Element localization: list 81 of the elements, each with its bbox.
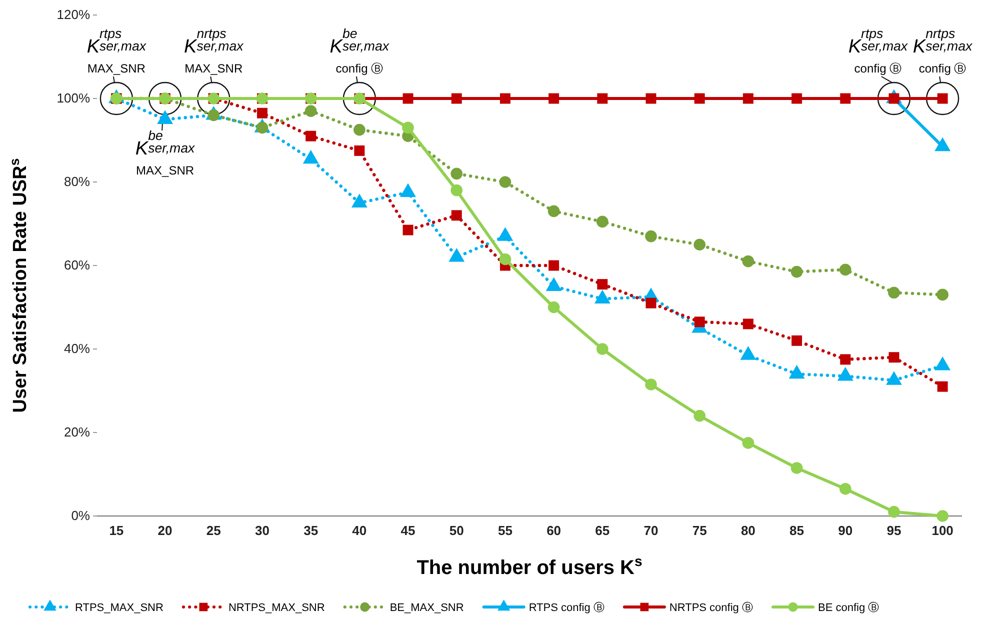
point xyxy=(499,253,512,266)
point xyxy=(645,378,657,390)
legend-label: RTPS_MAX_SNR xyxy=(75,602,164,614)
point xyxy=(646,298,656,308)
point xyxy=(839,482,852,495)
y-tick-label: 120% xyxy=(56,7,90,22)
legend-label: NRTPS config Ⓑ xyxy=(669,601,753,614)
point xyxy=(839,264,852,276)
x-tick-label: 75 xyxy=(692,523,707,538)
point xyxy=(548,260,560,271)
point xyxy=(256,108,268,118)
point xyxy=(451,93,462,104)
point xyxy=(548,205,560,218)
x-axis-title: The number of users K$^{s}$ xyxy=(416,553,643,579)
x-tick-label: 25 xyxy=(206,523,221,538)
point xyxy=(499,176,512,188)
legend-label: RTPS config Ⓑ xyxy=(528,601,604,614)
point xyxy=(888,286,900,299)
legend-label: BE config Ⓑ xyxy=(818,601,880,614)
point xyxy=(792,93,802,104)
point xyxy=(645,230,657,242)
x-tick-label: 90 xyxy=(838,523,853,538)
x-tick-label: 30 xyxy=(254,523,270,538)
point xyxy=(936,288,948,301)
y-tick-label: 40% xyxy=(64,341,90,356)
point xyxy=(548,93,560,104)
point xyxy=(354,145,365,156)
point xyxy=(936,510,948,522)
x-tick-label: 70 xyxy=(644,523,658,538)
point xyxy=(646,93,656,104)
x-tick-label: 50 xyxy=(449,523,464,538)
x-tick-label: 60 xyxy=(546,523,562,538)
point xyxy=(694,238,706,251)
point xyxy=(304,105,317,117)
x-tick-label: 95 xyxy=(886,523,902,538)
x-tick-label: 100 xyxy=(932,523,954,538)
x-tick-label: 45 xyxy=(400,523,416,538)
y-tick-label: 0% xyxy=(71,508,90,524)
x-tick-label: 40 xyxy=(352,523,367,538)
y-tick-label: 20% xyxy=(64,424,90,440)
point xyxy=(694,410,706,422)
legend-label: NRTPS_MAX_SNR xyxy=(228,602,325,614)
point xyxy=(790,266,803,278)
point xyxy=(597,93,608,104)
point xyxy=(790,462,803,474)
point xyxy=(354,124,366,136)
x-tick-label: 35 xyxy=(304,523,318,538)
point xyxy=(500,93,510,104)
y-tick-label: 100% xyxy=(56,90,90,106)
legend-label: BE_MAX_SNR xyxy=(390,602,464,614)
y-tick-label: 60% xyxy=(64,258,90,273)
point xyxy=(548,301,560,314)
point xyxy=(742,93,754,104)
point xyxy=(306,130,316,142)
point xyxy=(451,210,462,221)
point xyxy=(742,255,754,268)
x-tick-label: 15 xyxy=(109,523,124,538)
point xyxy=(450,168,463,180)
point xyxy=(596,343,608,355)
point xyxy=(596,216,608,228)
point xyxy=(450,184,463,196)
point xyxy=(840,354,851,365)
x-tick-label: 85 xyxy=(790,523,804,538)
x-tick-label: 55 xyxy=(498,523,512,538)
point xyxy=(888,506,900,518)
y-tick-label: 80% xyxy=(64,174,90,190)
x-tick-label: 80 xyxy=(740,523,756,538)
point xyxy=(402,224,414,236)
point xyxy=(402,93,414,104)
x-tick-label: 65 xyxy=(595,523,610,538)
point xyxy=(694,93,705,104)
point xyxy=(937,381,948,392)
point xyxy=(597,279,608,290)
point xyxy=(402,122,414,134)
point xyxy=(888,352,900,363)
point xyxy=(840,93,851,104)
x-tick-label: 20 xyxy=(158,523,172,538)
point xyxy=(792,335,802,346)
point xyxy=(694,316,705,328)
point xyxy=(742,437,754,449)
point xyxy=(742,318,754,330)
